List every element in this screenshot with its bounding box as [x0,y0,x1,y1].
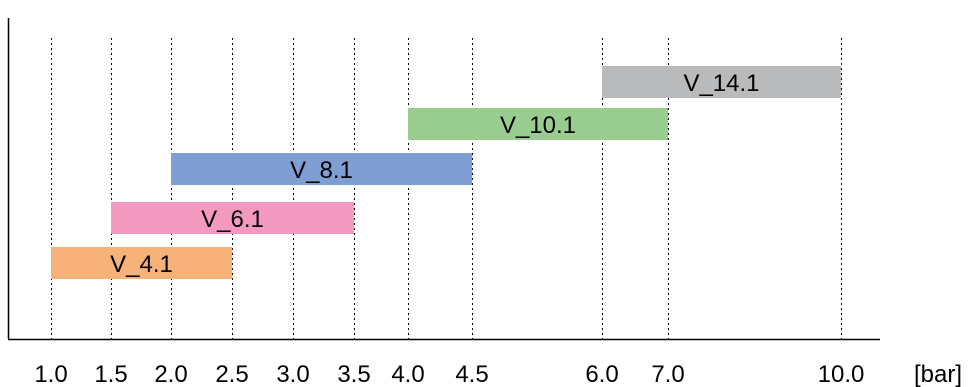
x-tick-label-3-5: 3.5 [337,361,370,387]
bar-label-v-6-1: V_6.1 [201,206,264,233]
bar-layer: V_4.1 V_6.1 V_8.1 V_10.1 V_14.1 [51,66,841,279]
x-tick-label-2-5: 2.5 [215,361,248,387]
x-tick-label-4-5: 4.5 [455,361,488,387]
tick-label-layer: 1.0 1.5 2.0 2.5 3.0 3.5 4.0 4.5 6.0 7.0 10.0 [bar] [34,361,962,387]
x-tick-label-3-0: 3.0 [276,361,309,387]
bar-label-v-14-1: V_14.1 [683,70,759,97]
grid-layer [51,38,842,339]
range-bar-v-14-1 [602,66,841,98]
x-tick-label-2-0: 2.0 [154,361,187,387]
x-tick-label-1-5: 1.5 [94,361,127,387]
range-bar-v-4-1 [51,247,232,279]
range-bar-v-10-1 [408,108,668,140]
x-tick-label-7-0: 7.0 [651,361,684,387]
x-tick-label-6-0: 6.0 [585,361,618,387]
bar-label-v-8-1: V_8.1 [290,157,353,184]
bar-label-v-10-1: V_10.1 [500,112,576,139]
x-tick-label-10-0: 10.0 [818,361,865,387]
range-bar-v-6-1 [111,202,354,234]
range-bar-v-8-1 [171,153,472,185]
x-tick-label-1-0: 1.0 [34,361,67,387]
axis-layer [7,18,880,341]
bar-label-v-4-1: V_4.1 [110,251,173,278]
x-axis-unit-label: [bar] [914,361,962,387]
x-tick-label-4-0: 4.0 [391,361,424,387]
